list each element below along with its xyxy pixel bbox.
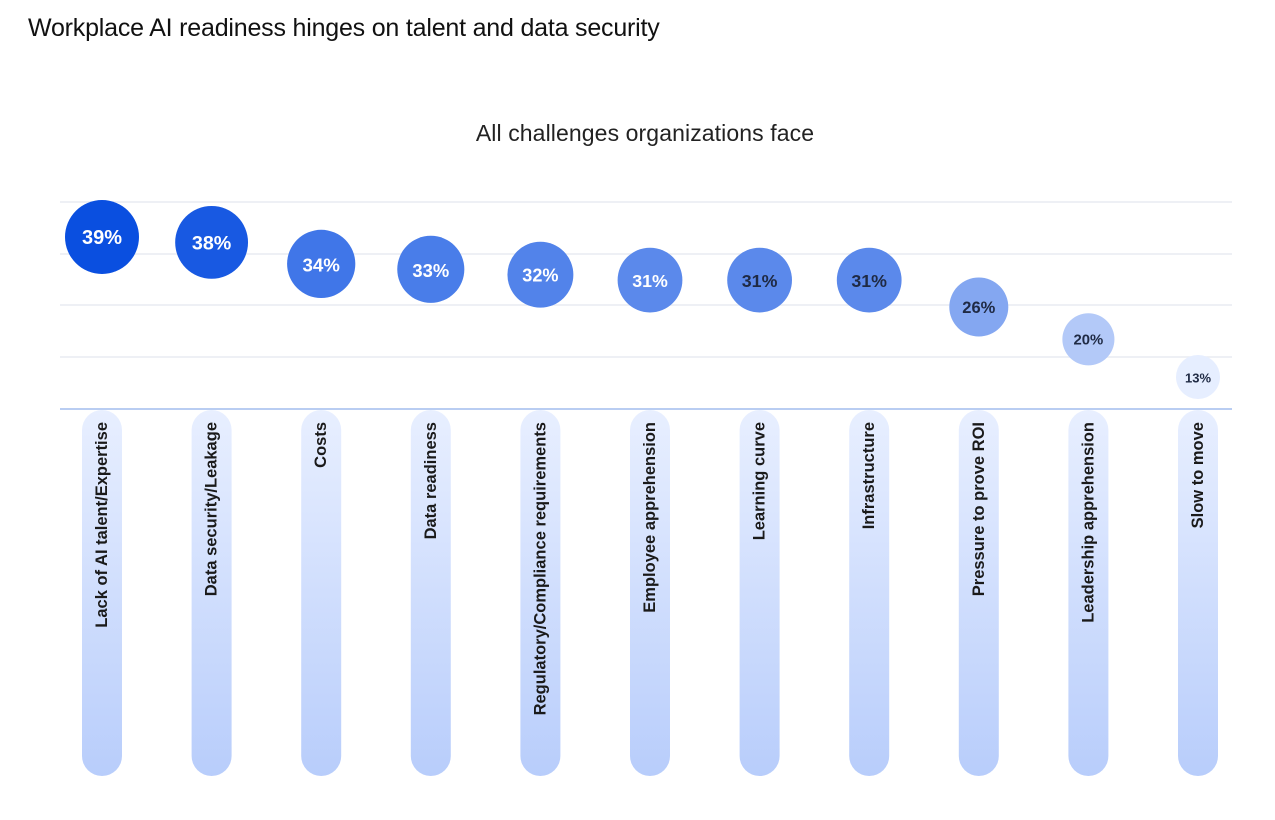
- value-bubble: [397, 235, 465, 303]
- category-column: [410, 410, 451, 776]
- value-bubble: [287, 229, 356, 299]
- category-label: Pressure to prove ROI: [970, 422, 988, 596]
- value-bubble: [617, 247, 683, 313]
- category-column: [849, 410, 890, 776]
- value-bubble: [836, 247, 902, 313]
- value-bubble: [1062, 313, 1115, 366]
- value-label: 33%: [412, 260, 449, 281]
- value-label: 31%: [851, 271, 887, 291]
- value-label: 31%: [632, 271, 668, 291]
- value-label: 32%: [522, 266, 558, 286]
- category-column: [630, 410, 670, 776]
- category-label: Leadership apprehension: [1079, 422, 1097, 623]
- category-label: Employee apprehension: [641, 422, 659, 613]
- value-bubble: [727, 247, 792, 313]
- category-column: [1068, 410, 1109, 776]
- value-label: 38%: [192, 232, 231, 254]
- category-label: Lack of AI talent/Expertise: [93, 422, 111, 628]
- category-label: Regulatory/Compliance requirements: [531, 422, 549, 715]
- value-bubble: [65, 200, 139, 274]
- category-column: [1178, 410, 1218, 776]
- category-column: [191, 410, 232, 776]
- page-heading: Workplace AI readiness hinges on talent …: [28, 14, 660, 42]
- category-label: Infrastructure: [860, 422, 878, 529]
- chart-title: All challenges organizations face: [475, 120, 815, 146]
- category-label: Learning curve: [751, 422, 769, 540]
- value-bubble: [507, 241, 574, 308]
- value-label: 39%: [82, 227, 122, 249]
- category-column: [520, 410, 561, 776]
- value-label: 20%: [1073, 332, 1103, 348]
- category-label: Slow to move: [1189, 422, 1207, 528]
- value-label: 26%: [962, 299, 995, 317]
- value-label: 31%: [742, 271, 778, 291]
- category-label: Data security/Leakage: [203, 422, 221, 596]
- value-bubble: [1176, 355, 1220, 399]
- value-label: 34%: [302, 254, 340, 275]
- category-column: [739, 410, 780, 776]
- category-label: Data readiness: [422, 422, 440, 539]
- value-bubble: [175, 205, 249, 279]
- category-column: [958, 410, 999, 776]
- category-column: [82, 410, 122, 776]
- category-label: Costs: [312, 422, 330, 468]
- category-column: [301, 410, 342, 776]
- value-bubble: [949, 277, 1009, 337]
- value-label: 13%: [1185, 371, 1211, 386]
